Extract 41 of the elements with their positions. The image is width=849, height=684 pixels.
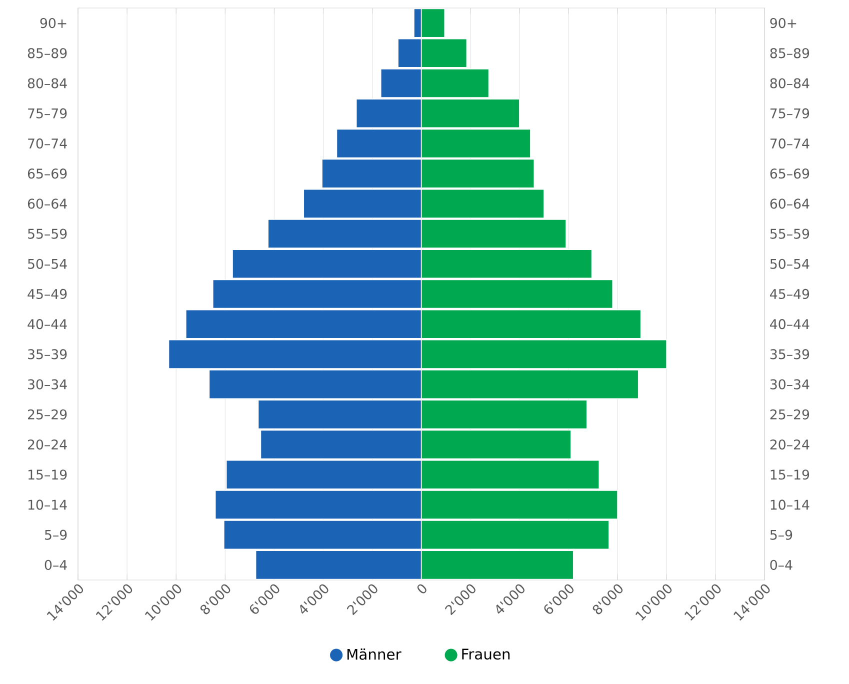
category-label: 10–14 [28,500,67,510]
y-tick-label: 40–44 [770,319,810,330]
category-label: 55–59 [28,228,67,239]
x-tick-label: 0 [417,584,426,594]
y-tick-label: 20–24 [770,439,810,450]
legend-label: Frauen [462,648,510,660]
y-tick-label: 30–34 [770,379,810,390]
category-label: 65–69 [28,168,67,179]
y-tick-label: 50–54 [770,258,810,269]
category-label: 60–64 [28,198,67,209]
category-label: 45–49 [28,288,67,300]
y-tick-label: 90+ [770,18,796,28]
y-tick-label: 10–14 [770,500,810,510]
y-tick-label: 45–49 [770,288,810,300]
category-label: 0–4 [44,560,67,570]
category-label: 40–44 [28,319,67,330]
category-label: 35–39 [28,349,67,360]
category-label: 80–84 [28,78,67,88]
y-tick-label: 85–89 [770,48,810,58]
y-tick-label: 55–59 [770,228,810,239]
category-label: 70–74 [28,138,67,149]
category-label: 25–29 [28,409,67,420]
category-label: 20–24 [28,439,67,450]
category-label: 75–79 [28,108,67,118]
y-tick-label: 5–9 [770,530,792,540]
y-tick-label: 25–29 [770,409,810,420]
y-tick-label: 0–4 [770,560,792,570]
category-label: 50–54 [28,258,67,269]
y-tick-label: 75–79 [770,108,810,118]
category-label: 5–9 [45,530,67,540]
y-tick-label: 15–19 [770,470,810,480]
y-tick-label: 70–74 [770,138,810,149]
category-label: 15–19 [28,470,67,480]
y-tick-label: 65–69 [770,168,810,179]
y-tick-label: 60–64 [770,198,810,209]
y-tick-label: 35–39 [770,349,810,360]
category-label: 90+ [40,18,66,28]
category-label: 85–89 [28,48,67,58]
legend-label: Männer [347,648,402,660]
y-tick-label: 80–84 [770,78,810,88]
category-label: 30–34 [28,379,67,390]
